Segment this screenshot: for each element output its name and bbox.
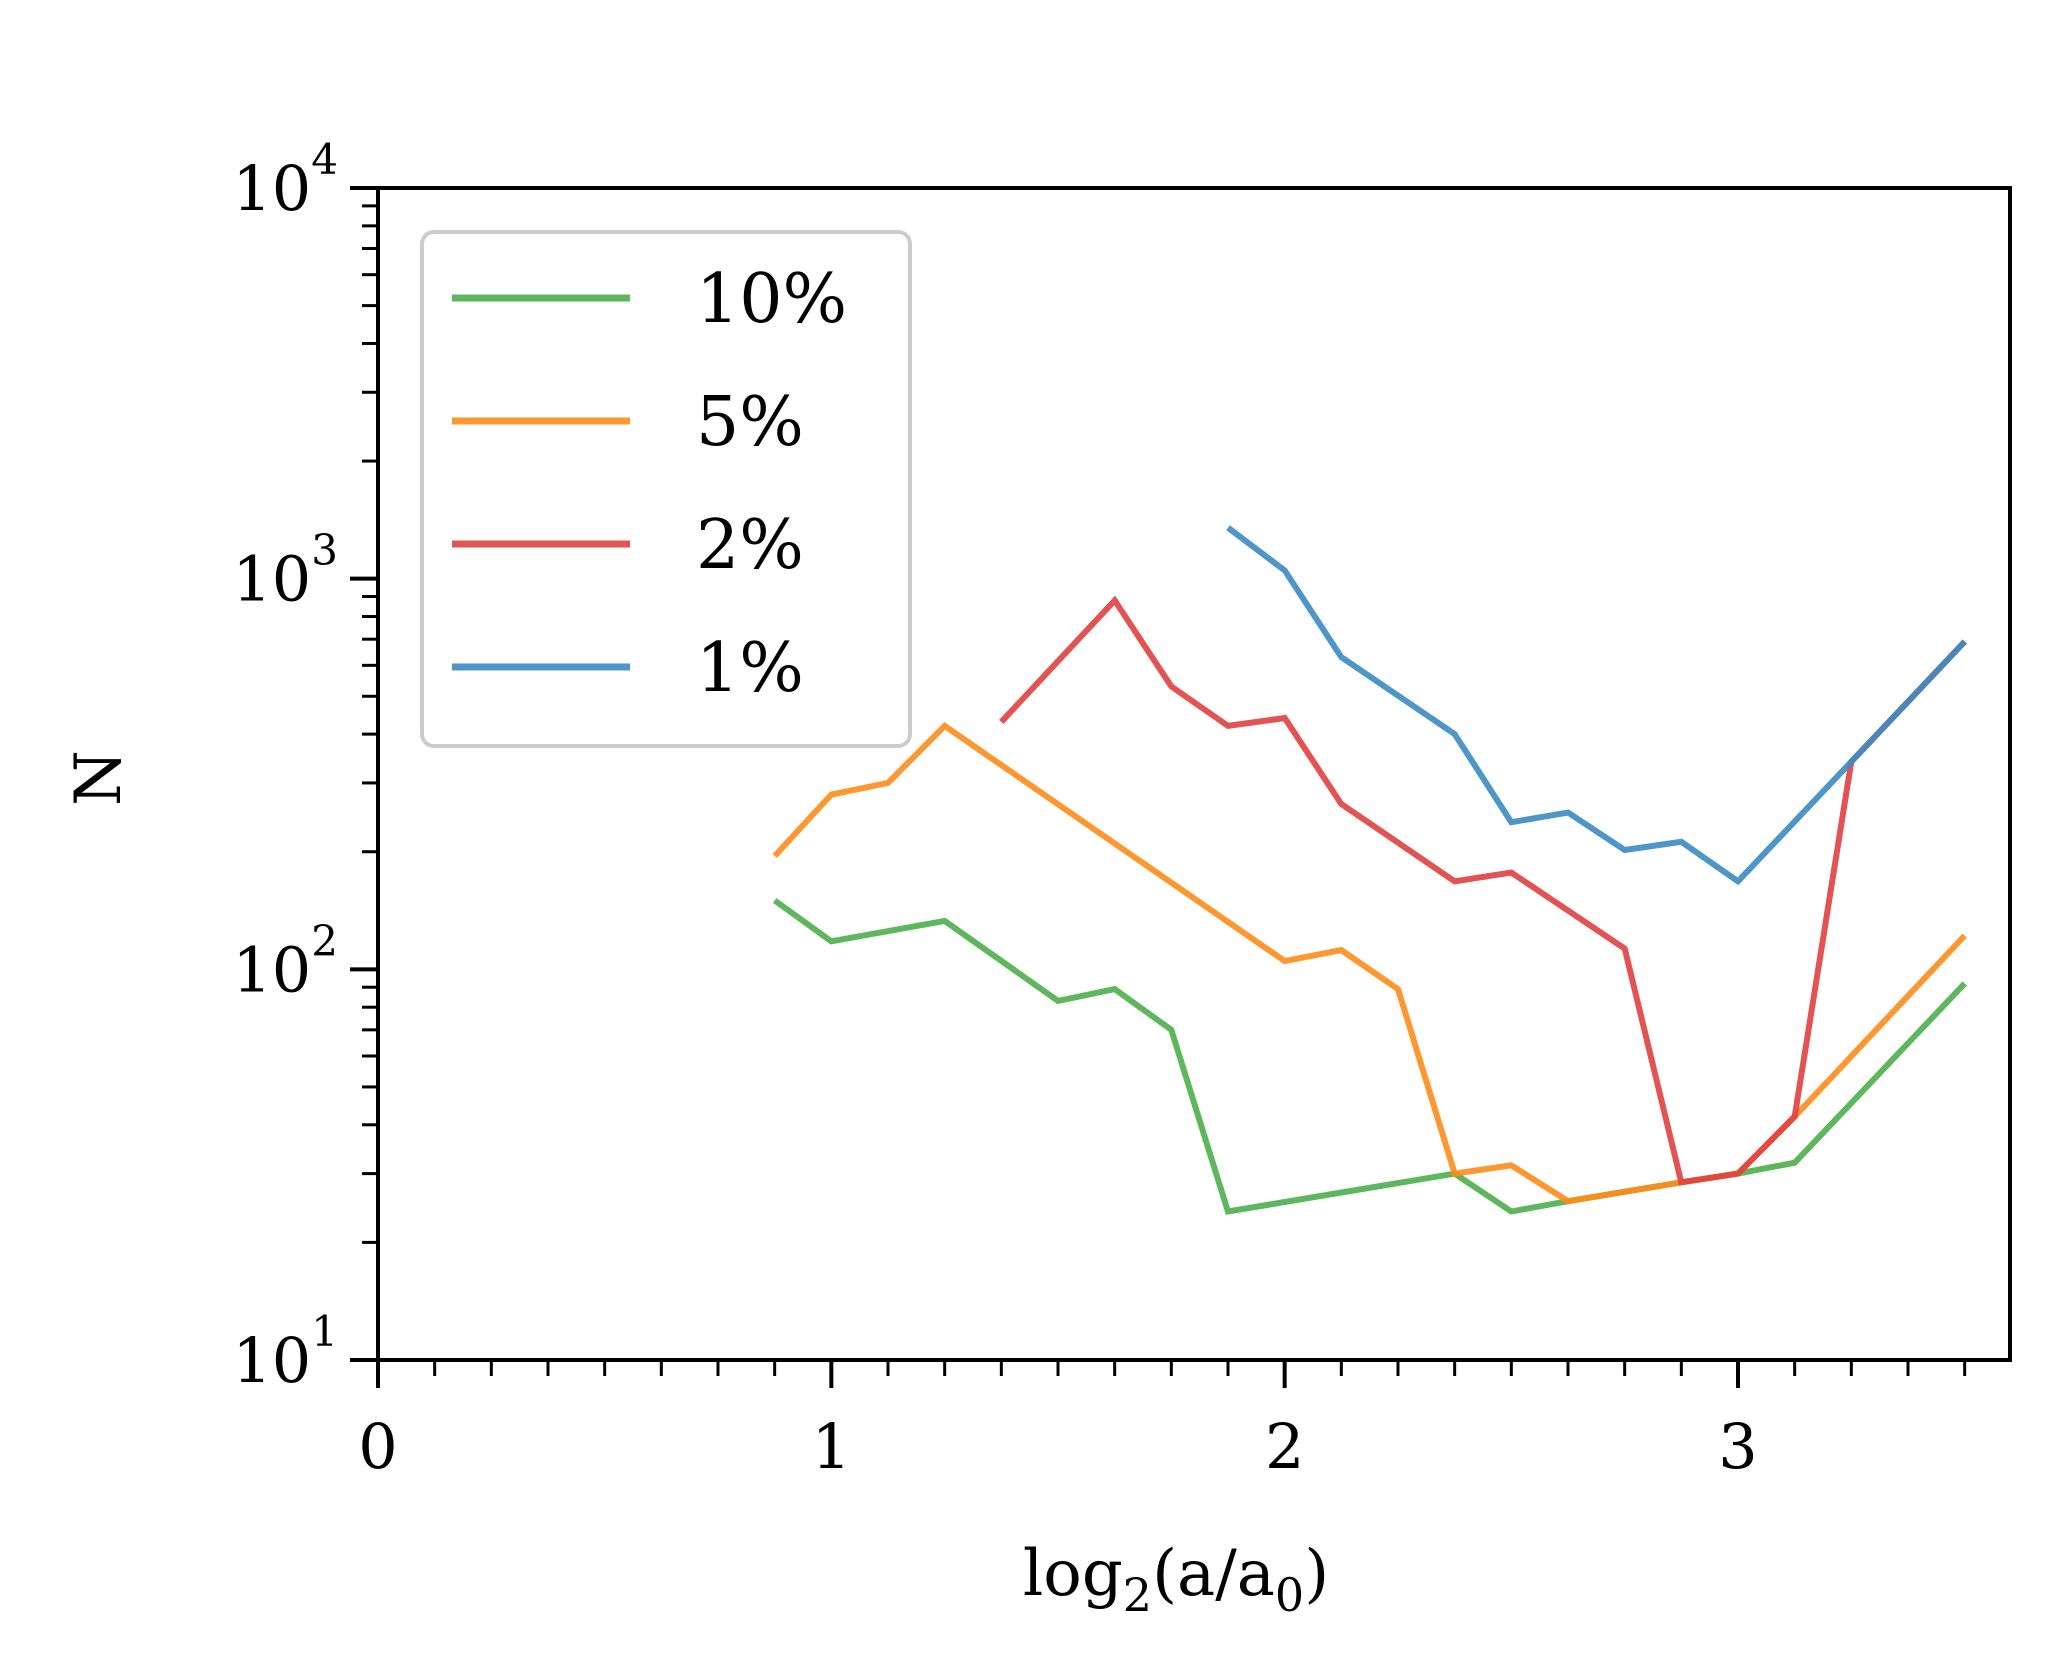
y-tick-label: 102 bbox=[232, 916, 338, 1006]
legend-label-0: 10% bbox=[696, 260, 847, 339]
legend-box bbox=[420, 230, 912, 748]
y-tick-label: 103 bbox=[232, 526, 338, 616]
x-axis-label: log2(a/a0) bbox=[1023, 1537, 1329, 1622]
series-line-3 bbox=[1226, 525, 1967, 886]
plot-frame bbox=[376, 186, 2012, 1362]
legend-label-1: 5% bbox=[696, 383, 804, 462]
series-layer bbox=[772, 525, 1967, 1215]
x-tick-label: 0 bbox=[358, 1410, 397, 1483]
x-tick-label: 1 bbox=[812, 1410, 851, 1483]
legend: 10% 5% 2% 1% bbox=[420, 230, 912, 748]
x-tick-label: 2 bbox=[1265, 1410, 1304, 1483]
legend-label-3: 1% bbox=[696, 629, 804, 708]
x-tick-label: 3 bbox=[1718, 1410, 1757, 1483]
y-tick-label: 104 bbox=[232, 135, 338, 225]
ticks-layer: 0 1 2 3 101 102 103 104 bbox=[232, 135, 1967, 1483]
legend-label-2: 2% bbox=[696, 506, 804, 585]
y-tick-label: 101 bbox=[232, 1307, 338, 1397]
y-axis-label: N bbox=[62, 750, 136, 806]
series-line-2 bbox=[999, 595, 1967, 1186]
